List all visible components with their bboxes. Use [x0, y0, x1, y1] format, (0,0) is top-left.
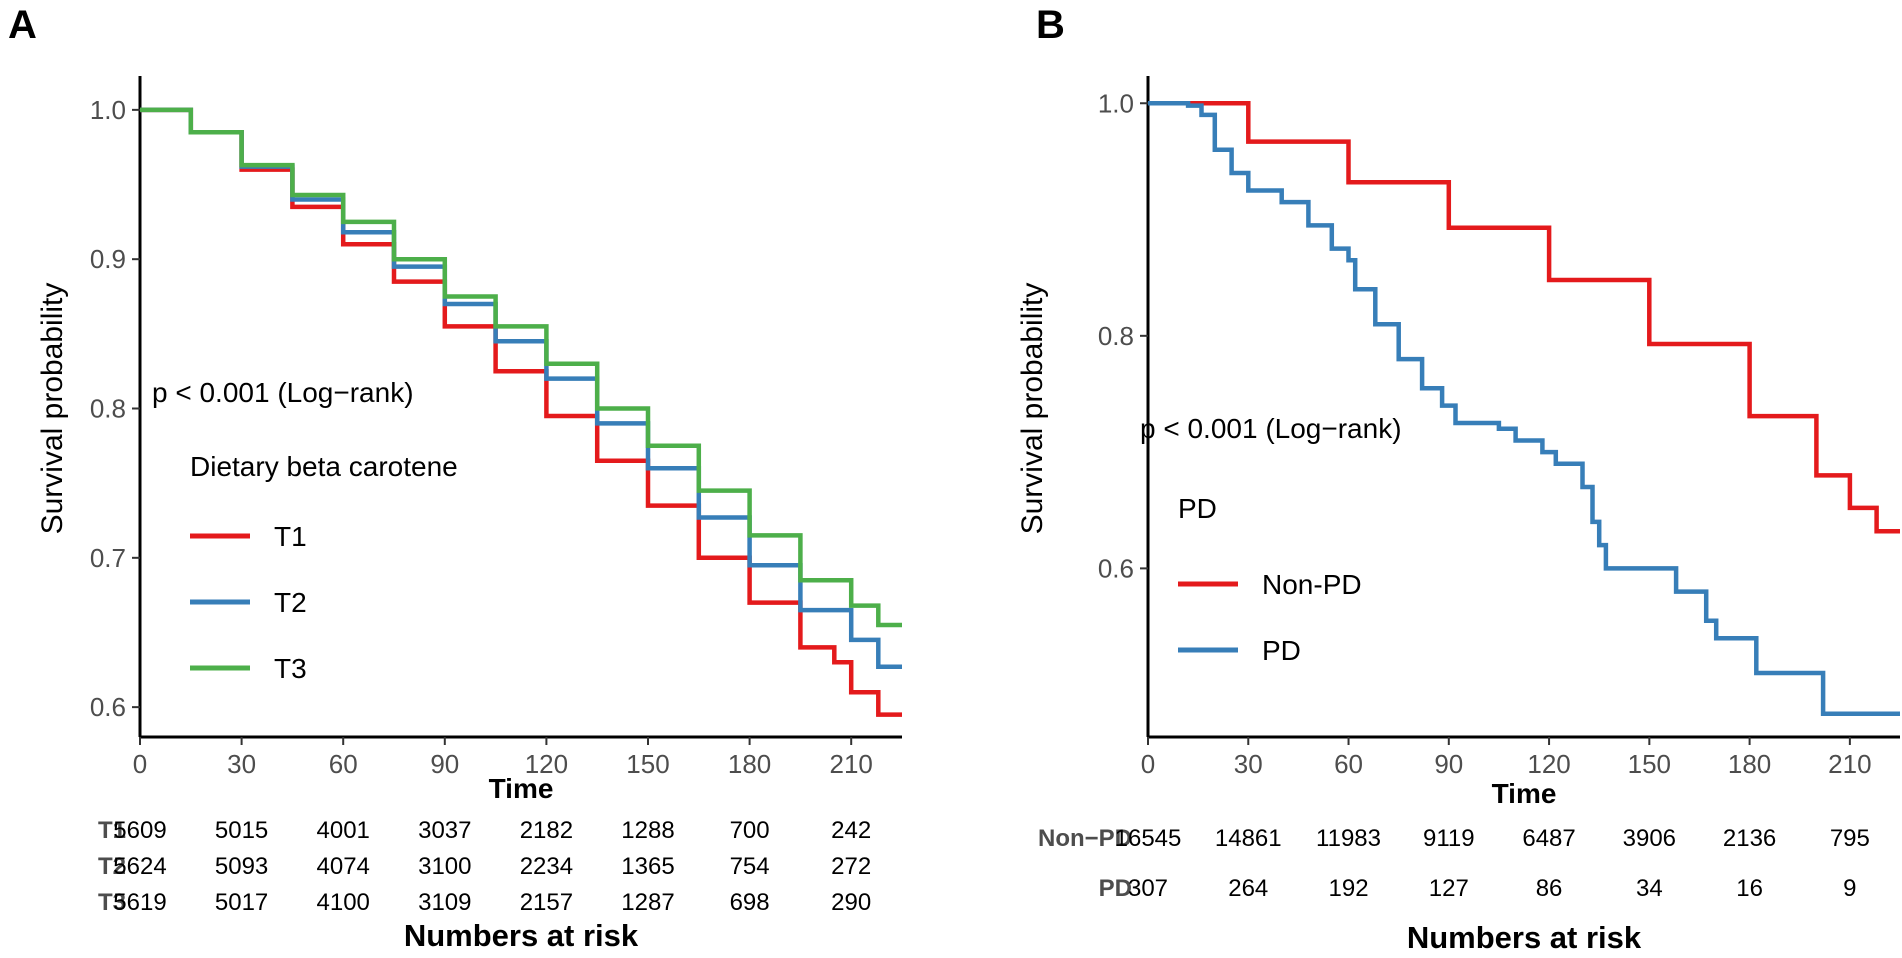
panel-letter: B: [1036, 3, 1065, 47]
risk-value: 2157: [520, 889, 573, 916]
series-line-pd: [1148, 101, 1900, 716]
logrank-annotation: p < 0.001 (Log−rank): [152, 377, 414, 408]
y-tick-label: 0.8: [90, 394, 126, 424]
x-axis-title: Time: [1492, 778, 1557, 809]
y-tick-label: 1.0: [1098, 88, 1134, 118]
risk-value: 5015: [215, 817, 268, 844]
x-tick-label: 150: [1628, 749, 1671, 779]
x-tick-label: 0: [1141, 749, 1155, 779]
risk-value: 3037: [418, 817, 471, 844]
risk-value: 2136: [1723, 825, 1776, 852]
risk-value: 9: [1843, 875, 1856, 902]
risk-value: 6487: [1522, 825, 1575, 852]
risk-value: 242: [831, 817, 871, 844]
risk-value: 5609: [113, 817, 166, 844]
risk-value: 290: [831, 889, 871, 916]
x-tick-label: 60: [1334, 749, 1363, 779]
risk-row-label: Non−PD: [1038, 825, 1132, 852]
x-tick-label: 180: [728, 749, 771, 779]
series-line-t1: [140, 107, 902, 717]
y-tick-label: 0.8: [1098, 321, 1134, 351]
x-tick-label: 30: [1234, 749, 1263, 779]
risk-table-title: Numbers at risk: [1407, 920, 1642, 955]
legend-title: Dietary beta carotene: [190, 451, 458, 482]
panel-letter: A: [8, 3, 37, 47]
risk-value: 14861: [1215, 825, 1282, 852]
y-tick-label: 0.7: [90, 543, 126, 573]
x-tick-label: 0: [133, 749, 147, 779]
x-tick-label: 120: [1527, 749, 1570, 779]
panel-b: B 0.6 0.8 1.0 0 30 60 90 120 150 180 210 Survival pr…: [1016, 3, 1900, 955]
legend-label: PD: [1262, 635, 1301, 666]
x-tick-label: 90: [430, 749, 459, 779]
risk-value: 754: [730, 853, 770, 880]
risk-value: 192: [1329, 875, 1369, 902]
risk-value: 698: [730, 889, 770, 916]
risk-row-label: T2: [98, 853, 126, 880]
risk-value: 86: [1536, 875, 1563, 902]
risk-value: 5093: [215, 853, 268, 880]
x-tick-label: 90: [1434, 749, 1463, 779]
y-axis-title: Survival probability: [1016, 283, 1049, 535]
x-tick-label: 210: [1828, 749, 1871, 779]
y-tick-label: 0.6: [1098, 553, 1134, 583]
x-tick-label: 150: [626, 749, 669, 779]
risk-value: 1287: [621, 889, 674, 916]
risk-value: 5017: [215, 889, 268, 916]
y-axis-title: Survival probability: [36, 283, 69, 535]
risk-value: 5624: [113, 853, 166, 880]
x-tick-label: 180: [1728, 749, 1771, 779]
risk-value: 700: [730, 817, 770, 844]
x-axis-title: Time: [489, 773, 554, 804]
risk-value: 16: [1736, 875, 1763, 902]
risk-value: 2234: [520, 853, 573, 880]
risk-value: 2182: [520, 817, 573, 844]
x-tick-label: 60: [329, 749, 358, 779]
x-tick-label: 210: [830, 749, 873, 779]
risk-value: 4074: [317, 853, 370, 880]
risk-row-label: T1: [98, 817, 126, 844]
risk-value: 34: [1636, 875, 1663, 902]
panel-a: A 0.6 0.7 0.8 0.9 1.0 0 30 60 90 120 150 180 210 Survi…: [8, 3, 902, 953]
risk-row-label: PD: [1099, 875, 1132, 902]
risk-value: 9119: [1423, 825, 1475, 852]
risk-value: 795: [1830, 825, 1870, 852]
risk-table-title: Numbers at risk: [404, 918, 639, 953]
risk-value: 1365: [621, 853, 674, 880]
logrank-annotation: p < 0.001 (Log−rank): [1140, 413, 1402, 444]
risk-value: 3109: [418, 889, 471, 916]
x-tick-label: 30: [227, 749, 256, 779]
risk-value: 5619: [113, 889, 166, 916]
risk-value: 3100: [418, 853, 471, 880]
y-tick-label: 0.9: [90, 244, 126, 274]
legend-label: T2: [274, 587, 307, 618]
risk-row-label: T3: [98, 889, 126, 916]
legend-label: Non-PD: [1262, 569, 1362, 600]
risk-value: 16545: [1115, 825, 1182, 852]
y-tick-label: 0.6: [90, 692, 126, 722]
legend-title: PD: [1178, 493, 1217, 524]
y-tick-label: 1.0: [90, 95, 126, 125]
series-line-t3: [140, 107, 902, 628]
risk-value: 1288: [621, 817, 674, 844]
risk-value: 307: [1128, 875, 1168, 902]
risk-value: 272: [831, 853, 871, 880]
risk-value: 3906: [1623, 825, 1676, 852]
legend-label: T3: [274, 653, 307, 684]
series-line-non-pd: [1148, 101, 1900, 534]
risk-value: 264: [1228, 875, 1268, 902]
risk-value: 11983: [1316, 825, 1381, 852]
risk-value: 127: [1429, 875, 1469, 902]
legend-label: T1: [274, 521, 307, 552]
risk-value: 4100: [317, 889, 370, 916]
x-tick-label: 120: [525, 749, 568, 779]
risk-value: 4001: [317, 817, 370, 844]
